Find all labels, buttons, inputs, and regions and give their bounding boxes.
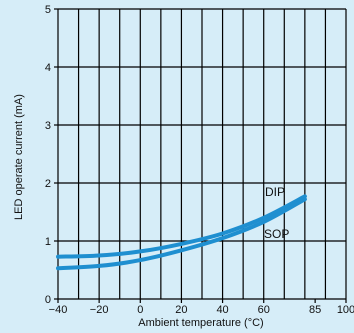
series-group [56,194,307,271]
x-tick-label: 20 [175,304,187,316]
series-label-sop: SOP [264,227,289,241]
x-tick-label: 85 [309,304,321,316]
grid [54,8,347,303]
series-line-sop [56,197,307,271]
series-line-dip [56,194,307,259]
y-tick-label: 1 [45,236,51,248]
x-axis-label: Ambient temperature (°C) [138,317,263,329]
x-tick-label: −20 [90,304,109,316]
x-tick-label: 0 [137,304,143,316]
tick-labels: −40 −20 0 20 40 60 85 100 0 1 2 3 4 5 [45,4,354,316]
x-tick-label: 60 [258,304,270,316]
y-axis-label: LED operate current (mA) [13,94,25,220]
y-tick-label: 4 [45,62,51,74]
y-tick-label: 5 [45,4,51,16]
series-label-dip: DIP [265,185,285,199]
y-tick-label: 3 [45,120,51,132]
x-tick-label: 100 [337,304,354,316]
y-tick-label: 2 [45,178,51,190]
series-labels: DIP SOP [264,185,289,241]
x-tick-label: −40 [49,304,68,316]
y-tick-label: 0 [45,294,51,306]
x-tick-label: 40 [216,304,228,316]
